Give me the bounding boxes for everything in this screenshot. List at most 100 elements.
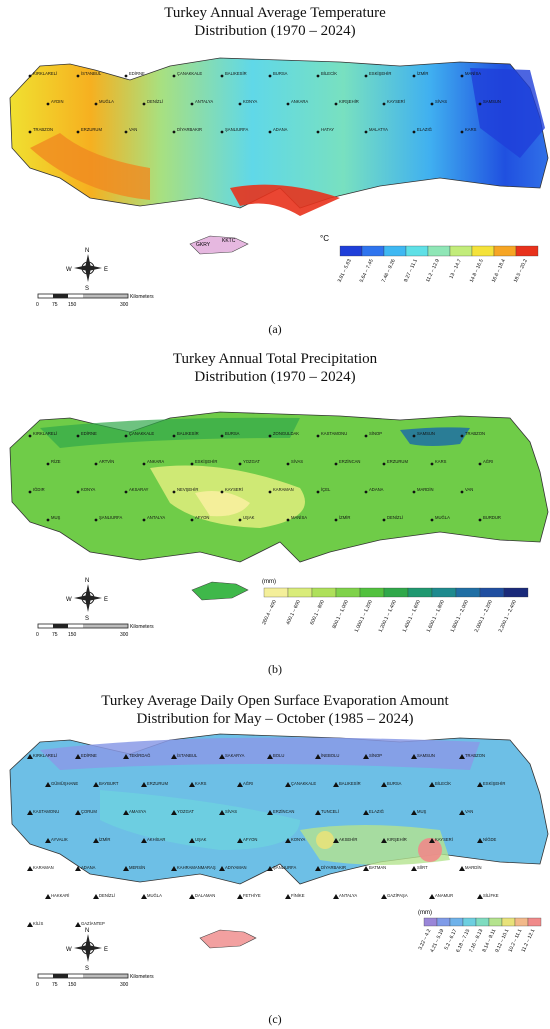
station-marker [75,754,81,759]
station-marker [285,838,291,843]
station-marker [76,434,80,438]
station-marker [45,894,51,899]
station-marker [315,754,321,759]
place-label: BURSA [225,431,240,436]
legend-swatch [436,917,451,927]
panel-a-tag: (a) [268,322,282,336]
place-label: ŞANLIURFA [273,865,296,870]
station-marker [364,434,368,438]
place-label: SİVAS [225,809,237,814]
place-label: İZMİR [99,837,110,842]
panel-a-title: Turkey Annual Average Temperature Distri… [0,4,550,40]
place-label: ERZURUM [387,459,408,464]
station-marker [411,810,417,815]
panel-c-title: Turkey Average Daily Open Surface Evapor… [0,692,550,728]
legend-swatch [479,587,505,598]
place-label: EDİRNE [129,71,145,76]
station-marker [382,518,386,522]
svg-text:Kilometers: Kilometers [130,974,154,980]
place-label: VAN [129,127,137,132]
place-label: AYVALIK [51,837,68,842]
station-marker [268,74,272,78]
station-marker [171,754,177,759]
station-marker [141,894,147,899]
legend-swatch [493,245,517,257]
legend-swatch [475,917,490,927]
station-marker [219,810,225,815]
station-marker [219,754,225,759]
station-marker [141,838,147,843]
station-marker [459,866,465,871]
svg-text:E: E [104,597,108,603]
cyprus-label-gkry: GKRY [196,242,211,248]
place-label: ERZURUM [147,781,168,786]
place-label: GAZİANTEP [81,921,105,926]
svg-text:S: S [85,286,89,292]
high-evap-southeast [300,825,450,865]
legend-swatch [431,587,457,598]
place-label: SİVAS [291,459,303,464]
warm-evap-zone [316,831,334,849]
place-label: VAN [465,487,473,492]
station-marker [76,74,80,78]
places-a: KIRKLARELİ İSTANBUL EDİRNE ÇANAKKALE BALIKES… [28,71,501,134]
place-label: BATMAN [369,865,386,870]
place-label: AFYON [195,515,209,520]
place-label: ÇANAKKALE [291,781,316,786]
place-label: AKSEHİR [339,837,357,842]
station-marker [316,130,320,134]
place-label: FETHİYE [243,893,261,898]
legend-swatch [311,587,337,598]
low-evap-north [40,737,480,770]
legend-c: 3.22 – 4.24.21 – 5.195.2 – 6.176.18 – 7.… [417,917,542,954]
place-label: SİVAS [435,99,447,104]
station-marker [190,102,194,106]
place-label: ÇANAKKALE [129,431,154,436]
station-marker [28,74,32,78]
station-marker [363,754,369,759]
place-label: DİYARBAKIR [177,127,202,132]
station-marker [316,490,320,494]
station-marker [27,866,33,871]
place-label: ANTALYA [147,515,165,520]
place-label: KAYSERİ [387,99,405,104]
panel-b-title: Turkey Annual Total Precipitation Distri… [0,350,550,386]
wet-zone-rize [400,427,470,446]
station-marker [190,462,194,466]
place-label: KARS [465,127,477,132]
svg-text:0: 0 [36,632,39,638]
place-label: MUŞ [51,515,61,520]
legend-b: 260.4 – 400 400.1 – 600 600.1 – 800 800.1 –… [261,587,529,633]
place-label: HAKKARİ [51,893,69,898]
station-marker [411,754,417,759]
place-label: DALAMAN [195,893,215,898]
station-marker [238,462,242,466]
place-label: MANİSA [465,71,481,76]
place-label: KASTAMONU [321,431,347,436]
max-evap-zone [418,838,442,862]
legend-swatch [407,587,433,598]
svg-text:300: 300 [120,302,129,308]
place-label: MARDİN [417,487,434,492]
place-label: İZMİR [339,515,350,520]
place-label: İSTANBUL [177,753,198,758]
station-marker [364,130,368,134]
station-marker [190,518,194,522]
place-label: EDİRNE [81,753,97,758]
place-label: BİLECİK [435,781,451,786]
place-label: ZONGULDAK [273,431,299,436]
place-label: SAKARYA [225,753,245,758]
station-marker [94,518,98,522]
place-label: DENİZLİ [387,515,403,520]
panel-a-title-line2: Distribution (1970 – 2024) [194,23,356,39]
legend-swatch [361,245,385,257]
station-marker [460,74,464,78]
place-label: GAZİPAŞA [387,893,408,898]
place-label: KONYA [291,837,306,842]
legend-swatch [263,587,289,598]
station-marker [93,782,99,787]
svg-text:75: 75 [52,632,58,638]
panel-a-map: GKRY KKTC °C 3.81 – 5.63 5.64 – 7.45 7.46 … [9,57,549,308]
station-marker [142,518,146,522]
place-label: KARAMAN [273,487,294,492]
